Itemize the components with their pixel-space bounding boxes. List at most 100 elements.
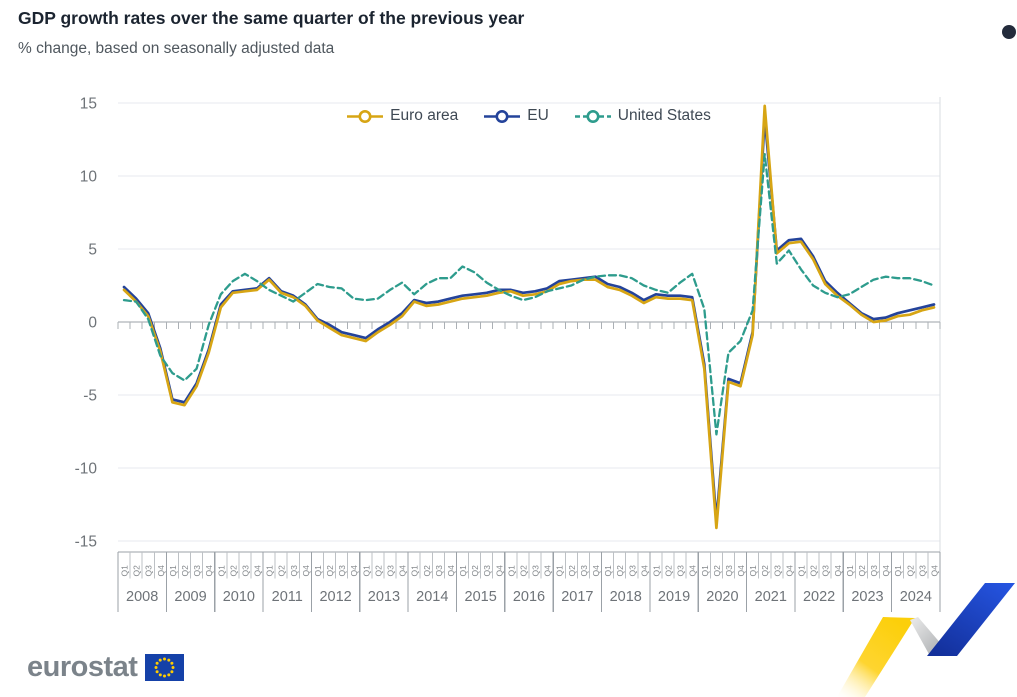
svg-text:Q2: Q2 (132, 565, 142, 577)
ribbon-yellow-band (837, 617, 915, 697)
svg-text:Q2: Q2 (905, 565, 915, 577)
svg-text:Q4: Q4 (204, 565, 214, 577)
svg-text:2018: 2018 (610, 589, 642, 605)
svg-text:Q3: Q3 (144, 565, 154, 577)
svg-text:Q2: Q2 (373, 565, 383, 577)
svg-text:Q4: Q4 (301, 565, 311, 577)
svg-text:Q3: Q3 (289, 565, 299, 577)
svg-text:Q2: Q2 (760, 565, 770, 577)
svg-text:Q3: Q3 (240, 565, 250, 577)
legend-label-united-states: United States (617, 107, 711, 124)
svg-text:Q4: Q4 (736, 565, 746, 577)
menu-dot-button[interactable] (1002, 25, 1016, 39)
svg-text:Q3: Q3 (676, 565, 686, 577)
svg-text:2008: 2008 (126, 589, 158, 605)
svg-text:Q2: Q2 (664, 565, 674, 577)
eu-flag-stars (154, 657, 175, 678)
svg-text:Q3: Q3 (579, 565, 589, 577)
chart-title: GDP growth rates over the same quarter o… (18, 8, 525, 28)
svg-text:Q3: Q3 (869, 565, 879, 577)
svg-text:Q1: Q1 (700, 565, 710, 577)
svg-text:Q1: Q1 (410, 565, 420, 577)
svg-text:Q2: Q2 (615, 565, 625, 577)
svg-text:2014: 2014 (416, 589, 448, 605)
svg-text:Q4: Q4 (929, 565, 939, 577)
eurostat-logo-text: eurostat (27, 651, 138, 683)
svg-text:2010: 2010 (223, 589, 255, 605)
legend-item-eu[interactable]: EU (484, 107, 549, 125)
svg-text:2020: 2020 (706, 589, 738, 605)
svg-text:2021: 2021 (755, 589, 787, 605)
svg-text:2015: 2015 (465, 589, 497, 605)
series-eu (122, 116, 936, 522)
svg-text:Q4: Q4 (688, 565, 698, 577)
svg-text:2009: 2009 (174, 589, 206, 605)
svg-text:Q4: Q4 (833, 565, 843, 577)
svg-text:Q2: Q2 (422, 565, 432, 577)
svg-text:Q4: Q4 (349, 565, 359, 577)
svg-text:2023: 2023 (851, 589, 883, 605)
svg-text:Q2: Q2 (567, 565, 577, 577)
eu-flag-icon (145, 654, 185, 681)
svg-text:Q1: Q1 (506, 565, 516, 577)
svg-text:2011: 2011 (272, 589, 303, 605)
svg-text:Q4: Q4 (253, 565, 263, 577)
svg-text:Q1: Q1 (168, 565, 178, 577)
svg-text:Q3: Q3 (434, 565, 444, 577)
svg-text:Q1: Q1 (313, 565, 323, 577)
y-axis-labels: 15 10 5 0 -5 -10 -15 (75, 96, 98, 551)
year-labels: 2008 2009 2010 2011 2012 2013 2014 2015 2016 2017… (126, 589, 932, 605)
svg-text:2016: 2016 (513, 589, 545, 605)
svg-text:Q2: Q2 (470, 565, 480, 577)
svg-text:5: 5 (88, 242, 97, 259)
svg-text:Q3: Q3 (482, 565, 492, 577)
eurostat-logo: eurostat (27, 651, 185, 684)
ribbon-graphic (837, 583, 1015, 697)
svg-text:Q3: Q3 (724, 565, 734, 577)
ribbon-blue-band (927, 583, 1015, 656)
legend-marker-euro-area (347, 109, 384, 123)
svg-text:2013: 2013 (368, 589, 400, 605)
legend-item-united-states[interactable]: United States (574, 107, 711, 125)
svg-text:Q1: Q1 (845, 565, 855, 577)
svg-text:Q2: Q2 (712, 565, 722, 577)
svg-text:Q1: Q1 (651, 565, 661, 577)
svg-text:Q2: Q2 (180, 565, 190, 577)
svg-text:Q1: Q1 (361, 565, 371, 577)
svg-text:Q1: Q1 (748, 565, 758, 577)
svg-text:Q4: Q4 (784, 565, 794, 577)
series-united-states (122, 152, 936, 436)
svg-text:10: 10 (80, 169, 98, 186)
svg-text:Q3: Q3 (192, 565, 202, 577)
svg-text:Q4: Q4 (543, 565, 553, 577)
svg-text:Q4: Q4 (494, 565, 504, 577)
svg-text:Q3: Q3 (385, 565, 395, 577)
svg-text:Q3: Q3 (772, 565, 782, 577)
svg-text:Q3: Q3 (531, 565, 541, 577)
svg-text:2022: 2022 (803, 589, 835, 605)
svg-text:Q2: Q2 (228, 565, 238, 577)
svg-text:2019: 2019 (658, 589, 690, 605)
svg-text:Q4: Q4 (881, 565, 891, 577)
gridlines (118, 97, 941, 552)
svg-text:15: 15 (80, 96, 97, 113)
svg-text:Q3: Q3 (821, 565, 831, 577)
svg-text:-10: -10 (75, 461, 98, 478)
svg-text:2017: 2017 (561, 589, 593, 605)
svg-text:Q1: Q1 (796, 565, 806, 577)
legend-marker-eu (484, 109, 521, 123)
svg-text:Q1: Q1 (893, 565, 903, 577)
svg-text:Q2: Q2 (277, 565, 287, 577)
chart-legend: Euro area EU United States (118, 107, 940, 125)
svg-text:Q2: Q2 (857, 565, 867, 577)
svg-text:Q4: Q4 (639, 565, 649, 577)
svg-text:Q1: Q1 (555, 565, 565, 577)
svg-text:2012: 2012 (319, 589, 351, 605)
svg-text:Q4: Q4 (446, 565, 456, 577)
svg-text:Q1: Q1 (216, 565, 226, 577)
svg-text:Q3: Q3 (337, 565, 347, 577)
svg-text:Q1: Q1 (120, 565, 130, 577)
legend-item-euro-area[interactable]: Euro area (347, 107, 458, 125)
